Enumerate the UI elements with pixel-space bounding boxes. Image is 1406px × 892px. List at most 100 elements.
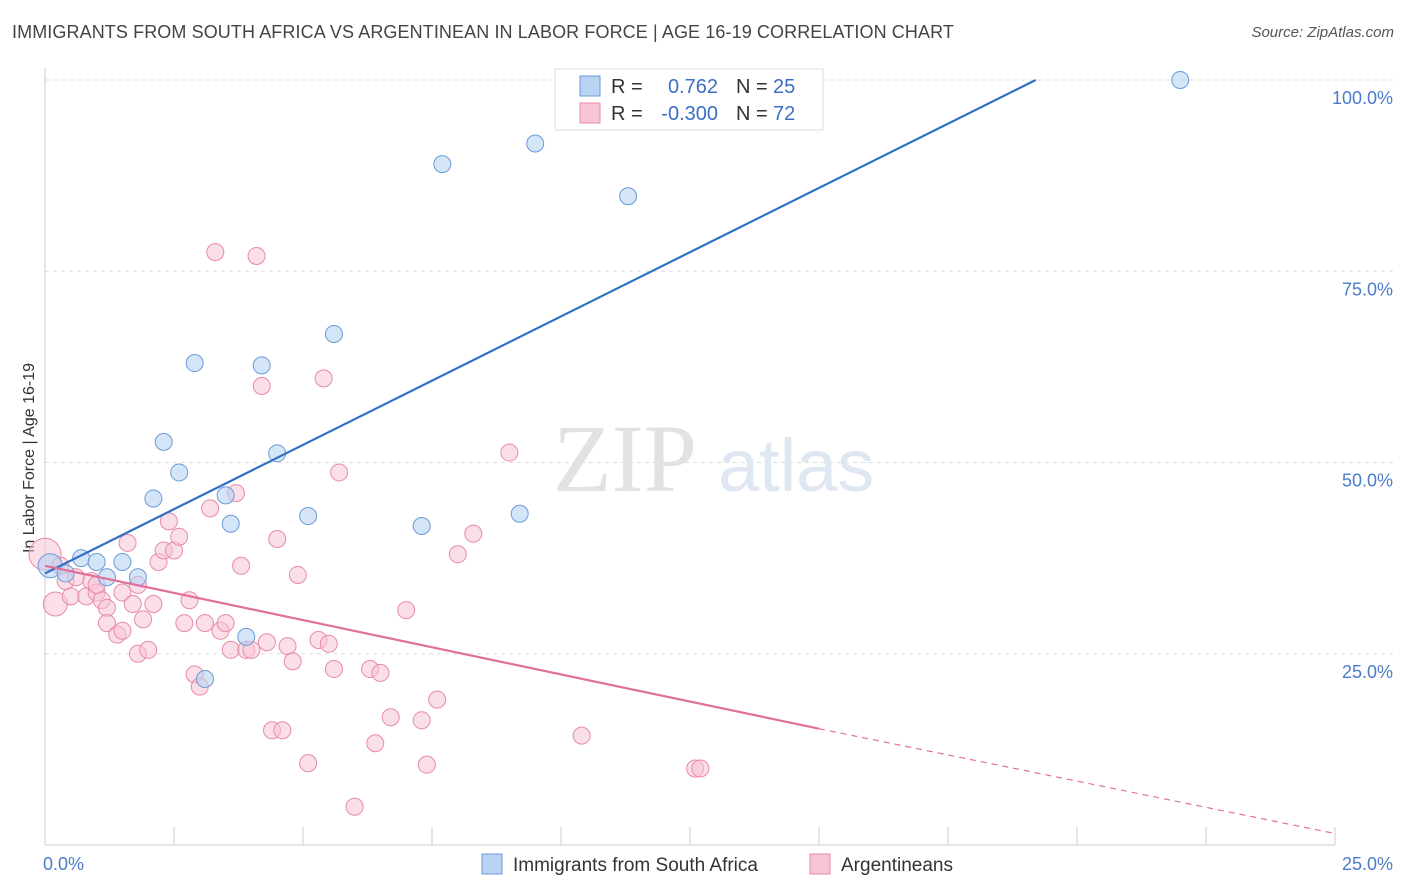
- point-south-africa-12: [216, 486, 235, 505]
- point-argentineans-41: [252, 377, 271, 395]
- legend-r-value-1: 0.762: [668, 76, 718, 98]
- legend-r-label-2: R =: [611, 103, 643, 125]
- point-argentineans-13: [113, 583, 132, 602]
- point-south-africa-1: [56, 564, 75, 583]
- x-tick-label-min: 0.0%: [43, 854, 84, 874]
- y-tick-label-75: 75.0%: [1342, 279, 1393, 299]
- bottom-legend-label-pink: Argentineans: [841, 855, 953, 876]
- legend-swatch-pink: [579, 102, 601, 124]
- x-tick-label-max: 25.0%: [1342, 854, 1393, 874]
- point-argentineans-3: [61, 587, 80, 606]
- point-argentineans-53: [324, 660, 343, 679]
- legend-r-value-2: -0.300: [661, 103, 718, 125]
- point-argentineans-67: [572, 726, 591, 745]
- legend-swatch-blue: [579, 75, 601, 97]
- point-south-africa-20: [433, 155, 452, 174]
- legend-box: R = 0.762 N = 25 R = -0.300 N = 72: [554, 68, 824, 131]
- x-tick-marks: [173, 827, 1336, 845]
- point-argentineans-31: [201, 499, 220, 518]
- series-immigrants-south-africa: [37, 71, 1190, 688]
- legend-r-label-1: R =: [611, 76, 643, 98]
- point-south-africa-8: [154, 432, 173, 451]
- point-south-africa-11: [195, 669, 214, 688]
- point-south-africa-16: [268, 444, 287, 463]
- point-south-africa-23: [619, 187, 638, 206]
- point-argentineans-9: [97, 598, 116, 617]
- bottom-legend-label-blue: Immigrants from South Africa: [513, 855, 758, 876]
- point-argentineans-20: [144, 595, 163, 614]
- point-argentineans-37: [232, 556, 251, 575]
- point-south-africa-5: [113, 552, 132, 571]
- point-south-africa-18: [324, 324, 343, 343]
- point-south-africa-22: [526, 134, 545, 153]
- point-argentineans-42: [257, 633, 276, 652]
- trend-lines: [44, 79, 1336, 835]
- point-argentineans-54: [330, 463, 349, 482]
- point-argentineans-25: [170, 527, 189, 546]
- y-tick-label-25: 25.0%: [1342, 662, 1393, 682]
- point-argentineans-61: [412, 711, 431, 730]
- point-argentineans-35: [221, 640, 240, 659]
- point-argentineans-66: [500, 443, 519, 462]
- point-argentineans-59: [381, 708, 400, 727]
- point-south-africa-13: [221, 514, 240, 533]
- chart-title: IMMIGRANTS FROM SOUTH AFRICA VS ARGENTIN…: [12, 22, 954, 42]
- point-argentineans-49: [299, 754, 318, 773]
- point-south-africa-19: [412, 516, 431, 535]
- y-tick-label-100: 100.0%: [1332, 88, 1393, 108]
- point-argentineans-18: [134, 610, 153, 629]
- source-label: Source: ZipAtlas.com: [1251, 24, 1394, 41]
- point-argentineans-19: [139, 640, 158, 659]
- watermark-zip: ZIP: [553, 405, 697, 512]
- point-argentineans-10: [97, 614, 116, 633]
- point-argentineans-26: [175, 614, 194, 633]
- series-argentineans: [28, 243, 710, 816]
- point-argentineans-46: [278, 637, 297, 656]
- point-argentineans-69: [691, 759, 710, 778]
- point-argentineans-62: [417, 755, 436, 774]
- point-argentineans-55: [345, 797, 364, 816]
- legend-n-value-2: 72: [773, 103, 795, 125]
- point-south-africa-14: [237, 627, 256, 646]
- point-argentineans-34: [216, 614, 235, 633]
- point-argentineans-47: [283, 652, 302, 671]
- y-tick-label-50: 50.0%: [1342, 471, 1393, 491]
- point-argentineans-14: [118, 533, 137, 552]
- point-argentineans-32: [206, 243, 225, 262]
- point-south-africa-24: [1171, 71, 1190, 89]
- point-argentineans-58: [371, 663, 390, 682]
- watermark-atlas: atlas: [718, 424, 874, 507]
- trendline-south-africa: [44, 79, 1037, 575]
- point-argentineans-64: [448, 545, 467, 564]
- point-argentineans-15: [123, 595, 142, 614]
- point-south-africa-3: [87, 552, 106, 571]
- point-argentineans-45: [273, 721, 292, 740]
- point-south-africa-9: [170, 463, 189, 482]
- y-tick-labels: 25.0% 50.0% 75.0% 100.0%: [1332, 88, 1393, 682]
- point-argentineans-60: [397, 601, 416, 620]
- point-argentineans-48: [288, 565, 307, 584]
- point-south-africa-17: [299, 507, 318, 526]
- point-argentineans-52: [319, 634, 338, 653]
- point-argentineans-63: [428, 690, 447, 709]
- point-argentineans-51: [314, 369, 333, 388]
- bottom-legend-swatch-pink: [809, 853, 831, 875]
- bottom-legend: Immigrants from South Africa Argentinean…: [481, 853, 953, 876]
- point-argentineans-30: [195, 614, 214, 633]
- bottom-legend-swatch-blue: [481, 853, 503, 875]
- point-south-africa-21: [510, 504, 529, 523]
- legend-n-label-1: N =: [736, 76, 768, 98]
- point-argentineans-40: [247, 246, 266, 265]
- point-argentineans-12: [113, 621, 132, 640]
- point-argentineans-65: [464, 524, 483, 543]
- point-south-africa-10: [185, 354, 204, 373]
- point-argentineans-57: [366, 734, 385, 753]
- point-south-africa-15: [252, 356, 271, 375]
- point-south-africa-7: [144, 489, 163, 508]
- point-argentineans-44: [268, 530, 287, 548]
- y-axis-title: In Labor Force | Age 16-19: [21, 363, 38, 553]
- trendline-argentineans: [44, 564, 820, 730]
- legend-n-label-2: N =: [736, 103, 768, 125]
- legend-n-value-1: 25: [773, 76, 795, 98]
